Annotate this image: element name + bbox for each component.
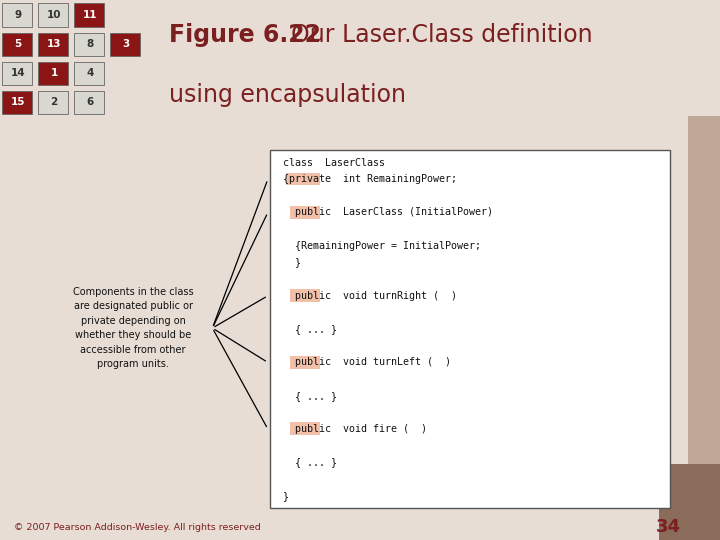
Text: Components in the class
are designated public or
private depending on
whether th: Components in the class are designated p… bbox=[73, 287, 194, 369]
Text: {RemainingPower = InitialPower;: {RemainingPower = InitialPower; bbox=[283, 241, 481, 251]
Text: }: } bbox=[283, 491, 289, 501]
Bar bbox=[659, 464, 720, 540]
Text: 9: 9 bbox=[14, 10, 22, 19]
Bar bbox=[38, 32, 68, 56]
Bar bbox=[38, 3, 68, 28]
Text: { ... }: { ... } bbox=[283, 324, 337, 334]
Bar bbox=[290, 422, 320, 435]
Text: Figure 6.22: Figure 6.22 bbox=[169, 23, 321, 47]
Text: { ... }: { ... } bbox=[283, 457, 337, 468]
Text: 8: 8 bbox=[86, 38, 94, 49]
Bar bbox=[2, 62, 32, 85]
Text: 4: 4 bbox=[86, 68, 94, 78]
Bar bbox=[290, 206, 320, 219]
Text: class  LaserClass: class LaserClass bbox=[283, 158, 385, 167]
Text: using encapsulation: using encapsulation bbox=[169, 83, 406, 107]
Text: 6: 6 bbox=[86, 97, 94, 106]
Text: 34: 34 bbox=[655, 518, 680, 536]
Bar bbox=[74, 32, 104, 56]
Text: 2: 2 bbox=[50, 97, 58, 106]
Bar bbox=[74, 62, 104, 85]
Bar bbox=[74, 91, 104, 114]
Text: public  void turnRight (  ): public void turnRight ( ) bbox=[283, 291, 457, 301]
Bar bbox=[270, 150, 670, 508]
Bar bbox=[688, 116, 720, 540]
Text: 3: 3 bbox=[122, 38, 130, 49]
Text: public  void fire (  ): public void fire ( ) bbox=[283, 424, 427, 434]
Bar bbox=[74, 3, 104, 28]
Bar bbox=[290, 356, 320, 369]
Text: Our Laser.Class definition: Our Laser.Class definition bbox=[276, 23, 593, 47]
Text: 1: 1 bbox=[50, 68, 58, 78]
Text: 10: 10 bbox=[47, 10, 61, 19]
Text: { ... }: { ... } bbox=[283, 391, 337, 401]
Text: 11: 11 bbox=[83, 10, 97, 19]
Bar bbox=[2, 91, 32, 114]
Text: public  LaserClass (InitialPower): public LaserClass (InitialPower) bbox=[283, 207, 493, 218]
Bar bbox=[286, 172, 320, 186]
Bar bbox=[110, 32, 140, 56]
Text: © 2007 Pearson Addison-Wesley. All rights reserved: © 2007 Pearson Addison-Wesley. All right… bbox=[14, 523, 261, 532]
Bar bbox=[38, 91, 68, 114]
Text: 15: 15 bbox=[11, 97, 25, 106]
Bar bbox=[2, 32, 32, 56]
Text: 14: 14 bbox=[11, 68, 25, 78]
Text: public  void turnLeft (  ): public void turnLeft ( ) bbox=[283, 357, 451, 367]
Text: {private  int RemainingPower;: {private int RemainingPower; bbox=[283, 174, 457, 184]
Bar bbox=[38, 62, 68, 85]
Bar bbox=[2, 3, 32, 28]
Text: 5: 5 bbox=[14, 38, 22, 49]
Text: }: } bbox=[283, 258, 301, 267]
Text: 13: 13 bbox=[47, 38, 61, 49]
Bar bbox=[290, 289, 320, 302]
